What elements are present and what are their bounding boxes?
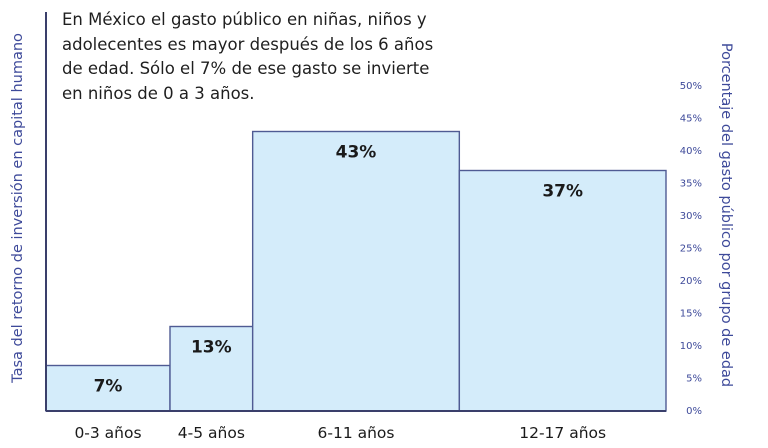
right-tick-label: 15% bbox=[680, 309, 702, 320]
category-label: 0-3 años bbox=[74, 424, 141, 442]
data-label: 7% bbox=[94, 377, 123, 397]
annotation-line: En México el gasto público en niñas, niñ… bbox=[62, 10, 427, 29]
right-tick-label: 40% bbox=[680, 146, 702, 157]
annotation-line: de edad. Sólo el 7% de ese gasto se invi… bbox=[62, 59, 430, 78]
chart-annotation: En México el gasto público en niñas, niñ… bbox=[62, 8, 482, 106]
right-tick-label: 50% bbox=[680, 81, 702, 92]
axes-layer bbox=[45, 12, 666, 412]
category-label: 6-11 años bbox=[318, 424, 395, 442]
bars-layer bbox=[45, 130, 667, 412]
bar bbox=[458, 169, 667, 412]
right-tick-label: 20% bbox=[680, 276, 702, 287]
category-label: 4-5 años bbox=[178, 424, 245, 442]
right-tick-label: 0% bbox=[686, 406, 702, 417]
right-tick-label: 10% bbox=[680, 341, 702, 352]
bar bbox=[251, 130, 461, 412]
data-label: 13% bbox=[191, 338, 232, 358]
right-axis-title: Porcentaje del gasto público por grupo d… bbox=[718, 43, 734, 387]
data-label: 43% bbox=[336, 143, 377, 163]
bar bbox=[45, 364, 171, 412]
labels-layer: 7% 0-3 años 13% 4-5 años 43% 6-11 años 37% 12-1… bbox=[10, 33, 734, 442]
annotation-line: en niños de 0 a 3 años. bbox=[62, 83, 255, 103]
annotation-line: adolecentes es mayor después de los 6 añ… bbox=[62, 34, 434, 54]
category-label: 12-17 años bbox=[519, 424, 606, 442]
right-tick-label: 30% bbox=[680, 211, 702, 222]
right-tick-label: 45% bbox=[680, 114, 702, 125]
data-label: 37% bbox=[542, 182, 583, 202]
right-tick-label: 35% bbox=[680, 179, 702, 190]
bar bbox=[169, 325, 254, 412]
right-tick-label: 5% bbox=[686, 374, 702, 385]
left-axis-title: Tasa del retorno de inversión en capital… bbox=[10, 33, 26, 384]
right-tick-label: 25% bbox=[680, 244, 702, 255]
